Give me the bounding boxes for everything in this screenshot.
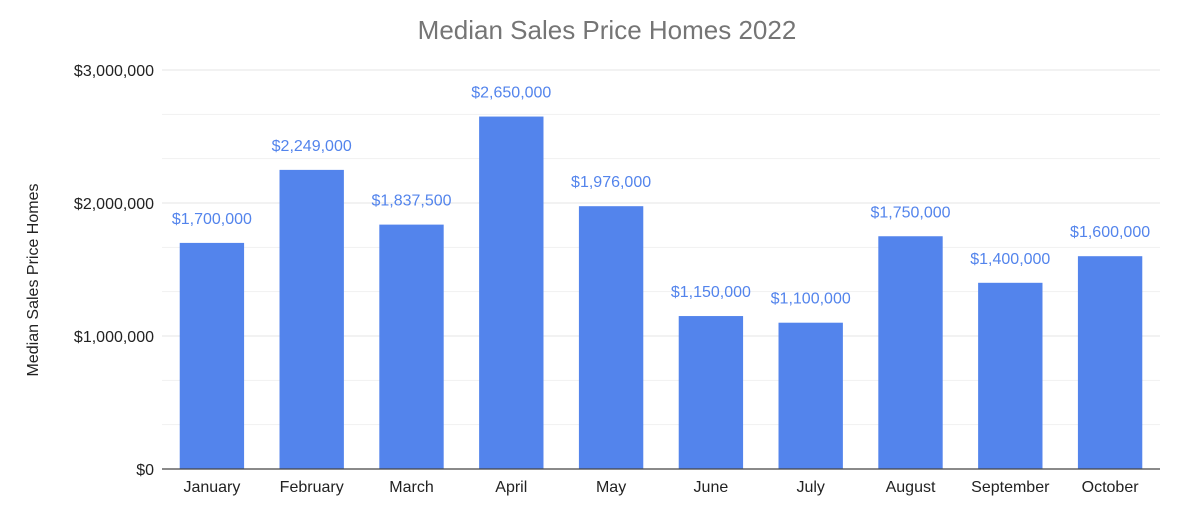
data-label: $1,750,000	[870, 204, 950, 221]
data-label: $1,700,000	[172, 211, 252, 228]
bar-june	[678, 316, 744, 469]
x-tick-label: August	[886, 479, 936, 496]
bar-april	[479, 116, 544, 470]
bar-february	[279, 169, 344, 469]
x-tick-label: September	[971, 479, 1050, 496]
data-label: $1,400,000	[970, 251, 1050, 268]
x-tick-label: February	[280, 479, 344, 496]
labels: $0 $1,000,000 $2,000,000 $3,000,000 $1,700,0…	[74, 63, 1150, 496]
bar-january	[179, 242, 245, 469]
y-tick-label: $2,000,000	[74, 196, 154, 213]
x-tick-label: March	[389, 479, 433, 496]
data-label: $1,100,000	[771, 291, 851, 308]
chart-title: Median Sales Price Homes 2022	[418, 15, 797, 45]
bar-july	[778, 322, 843, 469]
bar-september	[978, 282, 1043, 469]
y-axis-title: Median Sales Price Homes	[25, 184, 42, 377]
x-tick-label: January	[183, 479, 240, 496]
x-tick-label: May	[596, 479, 626, 496]
y-tick-label: $1,000,000	[74, 329, 154, 346]
data-label: $1,976,000	[571, 174, 651, 191]
bar-march	[379, 224, 444, 469]
bar-may	[578, 206, 644, 469]
x-tick-label: June	[694, 479, 729, 496]
x-tick-label: April	[495, 479, 527, 496]
bars	[179, 116, 1143, 470]
data-label: $1,150,000	[671, 284, 751, 301]
x-tick-label: July	[796, 479, 824, 496]
bar-october	[1077, 256, 1143, 469]
y-tick-label: $3,000,000	[74, 63, 154, 80]
data-label: $1,837,500	[371, 193, 451, 210]
bar-august	[878, 236, 943, 469]
data-label: $2,650,000	[471, 85, 551, 102]
y-tick-label: $0	[136, 462, 154, 479]
data-label: $1,600,000	[1070, 224, 1150, 241]
x-tick-label: October	[1082, 479, 1140, 496]
data-label: $2,249,000	[272, 138, 352, 155]
